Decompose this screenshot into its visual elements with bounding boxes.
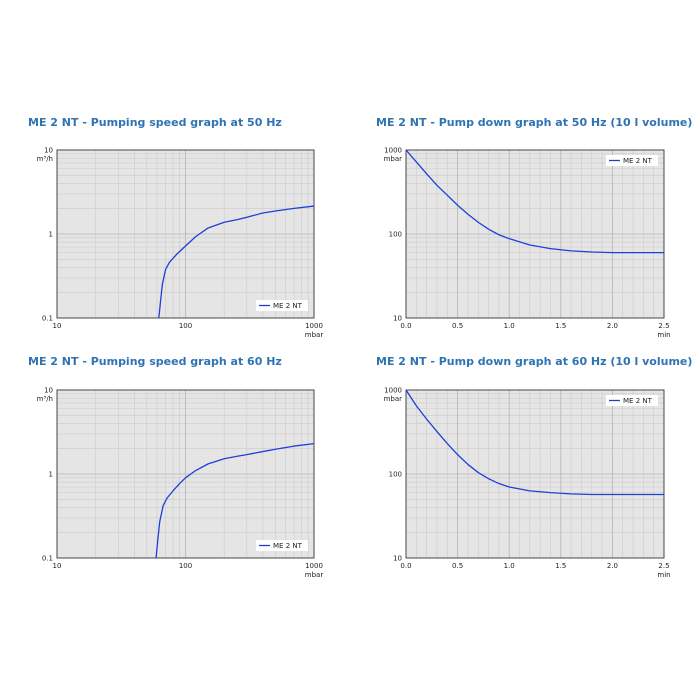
plot-frame: [405, 149, 665, 319]
y-tick-label: 10: [393, 555, 402, 563]
y-tick-label: 0.1: [42, 315, 53, 323]
y-tick-label: 0.1: [42, 555, 53, 563]
legend: ME 2 NT: [256, 300, 308, 311]
y-unit-label: mbar: [384, 395, 403, 403]
series-line: [405, 389, 664, 496]
y-tick-label: 10: [44, 147, 53, 155]
grid-lines: [406, 150, 664, 318]
x-tick-label: 1.0: [504, 562, 515, 570]
plot-frame: [405, 389, 665, 559]
x-unit-label: mbar: [305, 331, 324, 339]
legend: ME 2 NT: [606, 155, 658, 166]
legend-label: ME 2 NT: [623, 157, 653, 165]
plot-frame: [56, 389, 315, 559]
legend: ME 2 NT: [256, 540, 308, 551]
y-unit-label: m³/h: [37, 155, 53, 163]
grid-lines: [57, 390, 314, 558]
x-tick-label: 1000: [305, 562, 323, 570]
legend-label: ME 2 NT: [623, 397, 653, 405]
x-tick-label: 1.5: [555, 562, 566, 570]
x-tick-label: 0.5: [452, 562, 463, 570]
x-tick-label: 100: [179, 322, 192, 330]
x-tick-label: 100: [179, 562, 192, 570]
plot-frame: [56, 149, 315, 319]
x-unit-label: mbar: [305, 571, 324, 579]
y-tick-label: 100: [389, 231, 402, 239]
chart-title-speed-60hz: ME 2 NT - Pumping speed graph at 60 Hz: [28, 355, 282, 368]
legend: ME 2 NT: [606, 395, 658, 406]
x-tick-label: 2.5: [658, 562, 669, 570]
series-line: [405, 149, 664, 254]
y-unit-label: m³/h: [37, 395, 53, 403]
legend-box: [606, 395, 658, 406]
chart-title-pumpdown-50hz: ME 2 NT - Pump down graph at 50 Hz (10 l…: [376, 116, 693, 129]
x-tick-label: 1.0: [504, 322, 515, 330]
legend-box: [606, 155, 658, 166]
chart-title-pumpdown-60hz: ME 2 NT - Pump down graph at 60 Hz (10 l…: [376, 355, 693, 368]
legend-label: ME 2 NT: [273, 302, 303, 310]
series-line: [155, 442, 315, 559]
x-tick-label: 0.0: [400, 562, 411, 570]
x-tick-label: 1000: [305, 322, 323, 330]
grid-lines: [406, 390, 664, 558]
series-line: [158, 205, 315, 319]
legend-label: ME 2 NT: [273, 542, 303, 550]
y-tick-label: 10: [393, 315, 402, 323]
x-tick-label: 2.0: [607, 562, 618, 570]
x-tick-label: 2.5: [658, 322, 669, 330]
x-tick-label: 2.0: [607, 322, 618, 330]
y-tick-label: 100: [389, 471, 402, 479]
grid-lines: [57, 150, 314, 318]
y-unit-label: mbar: [384, 155, 403, 163]
legend-box: [256, 540, 308, 551]
legend-box: [256, 300, 308, 311]
x-tick-label: 0.5: [452, 322, 463, 330]
x-unit-label: min: [657, 571, 670, 579]
x-tick-label: 1.5: [555, 322, 566, 330]
y-tick-label: 1000: [384, 147, 402, 155]
y-tick-label: 1: [49, 471, 53, 479]
x-unit-label: min: [657, 331, 670, 339]
y-tick-label: 1000: [384, 387, 402, 395]
y-tick-label: 10: [44, 387, 53, 395]
x-tick-label: 10: [53, 322, 62, 330]
x-tick-label: 10: [53, 562, 62, 570]
y-tick-label: 1: [49, 231, 53, 239]
x-tick-label: 0.0: [400, 322, 411, 330]
chart-title-speed-50hz: ME 2 NT - Pumping speed graph at 50 Hz: [28, 116, 282, 129]
